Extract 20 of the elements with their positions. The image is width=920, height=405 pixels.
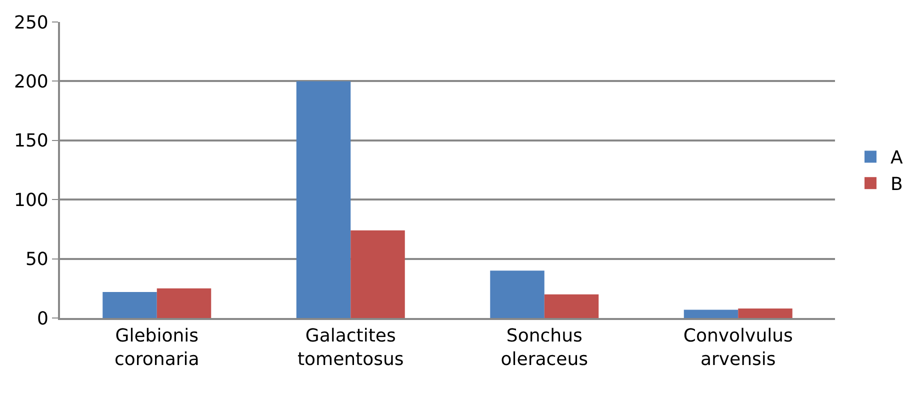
y-tick-label: 250 xyxy=(14,12,48,34)
bar xyxy=(544,294,599,318)
x-tick-label: Sonchus oleraceus xyxy=(500,326,588,370)
y-tick-label: 200 xyxy=(14,72,48,92)
bar xyxy=(296,81,351,318)
legend-label: A xyxy=(890,148,904,169)
x-tick-label: Galactites tomentosus xyxy=(297,326,404,370)
y-tick-label: 100 xyxy=(14,190,48,211)
y-tick-label: 150 xyxy=(14,130,48,152)
bar xyxy=(490,270,544,318)
bar xyxy=(350,230,405,318)
x-tick-label: Glebionis coronaria xyxy=(114,326,200,370)
legend-label: B xyxy=(890,174,903,196)
bar xyxy=(156,288,212,318)
bar xyxy=(102,292,157,318)
y-tick-label: 0 xyxy=(36,308,48,330)
bar xyxy=(738,308,792,318)
bar xyxy=(684,310,738,318)
x-tick-label: Convolvulus arvensis xyxy=(683,326,793,370)
y-tick-label: 50 xyxy=(25,249,48,270)
